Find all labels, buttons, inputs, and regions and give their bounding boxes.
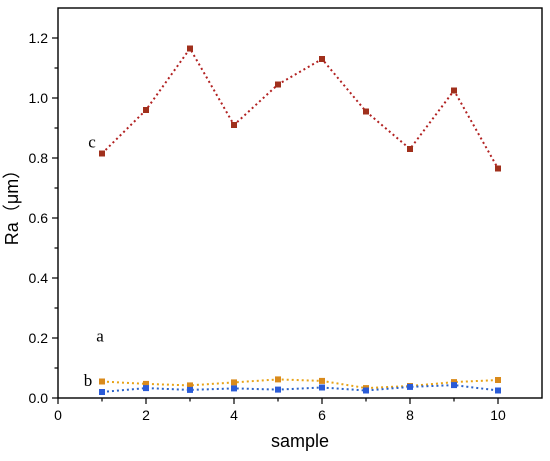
- series-label-c: c: [88, 133, 96, 152]
- data-point-c: [451, 87, 457, 94]
- data-point-c: [275, 81, 281, 88]
- data-point-b: [407, 383, 413, 390]
- x-axis-title: sample: [271, 431, 329, 451]
- series-labels: c a b: [84, 133, 104, 391]
- data-point-b: [319, 384, 325, 391]
- data-point-c: [231, 122, 237, 128]
- x-tick-label: 2: [142, 407, 150, 423]
- data-point-b: [187, 386, 193, 393]
- data-point-b: [143, 385, 149, 392]
- data-point-b: [231, 385, 237, 392]
- data-point-c: [187, 45, 193, 52]
- data-point-c: [495, 165, 501, 172]
- data-point-a: [187, 382, 193, 389]
- x-tick-label: 10: [490, 407, 506, 423]
- data-point-a: [275, 376, 281, 383]
- data-point-b: [495, 387, 501, 394]
- axes: 0 2 4 6 8 10 0.0 0.2 0.4 0.6 0.8 1.0 1.2: [29, 7, 543, 423]
- data-point-a: [231, 379, 237, 386]
- y-tick-label: 1.2: [29, 30, 49, 46]
- data-point-b: [99, 389, 105, 395]
- series-label-b: b: [84, 371, 93, 390]
- data-point-c: [363, 108, 369, 115]
- y-tick-label: 0.4: [29, 270, 49, 286]
- data-point-a: [495, 377, 501, 383]
- series-label-a: a: [96, 327, 104, 346]
- data-point-b: [275, 386, 281, 393]
- y-tick-label: 0.8: [29, 150, 49, 166]
- data-point-b: [451, 382, 457, 389]
- y-tick-label: 0.0: [29, 390, 49, 406]
- plot-frame: [57, 7, 543, 399]
- data-point-a: [143, 380, 149, 387]
- y-tick-label: 0.6: [29, 210, 49, 226]
- y-axis-title: Ra（μm）: [2, 161, 22, 245]
- data-point-c: [99, 150, 105, 157]
- series-line-c: [101, 46, 499, 169]
- x-tick-label: 4: [230, 407, 238, 423]
- y-tick-label: 1.0: [29, 90, 49, 106]
- y-tick-label: 0.2: [29, 330, 49, 346]
- x-tick-label: 6: [318, 407, 326, 423]
- series-group: [99, 45, 501, 395]
- data-point-c: [407, 146, 413, 152]
- data-point-a: [99, 378, 105, 385]
- series-line-a: [101, 378, 499, 390]
- data-point-b: [363, 387, 369, 394]
- data-point-c: [319, 56, 325, 62]
- series-line-b: [101, 384, 499, 393]
- x-tick-label: 8: [406, 407, 414, 423]
- data-point-a: [319, 377, 325, 384]
- x-tick-label: 0: [54, 407, 62, 423]
- data-point-c: [143, 107, 149, 113]
